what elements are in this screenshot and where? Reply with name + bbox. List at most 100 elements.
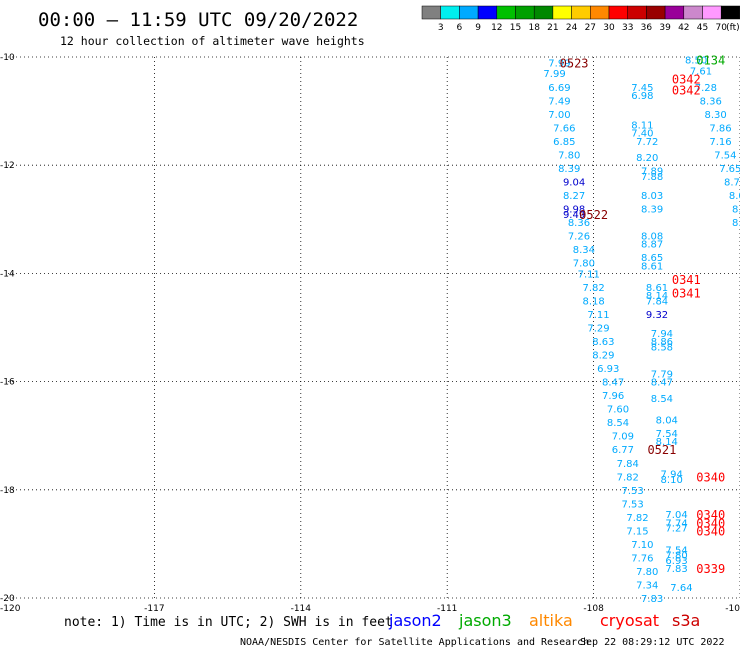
wave-height-value: 8.11 <box>631 121 653 132</box>
scale-swatch <box>608 5 628 20</box>
wave-height-value: 7.54 <box>665 545 687 556</box>
wave-height-value: 8.03 <box>641 191 663 202</box>
scale-swatch <box>496 5 516 20</box>
wave-height-value: 7.94 <box>651 329 673 340</box>
chart-subtitle: 12 hour collection of altimeter wave hei… <box>60 34 365 48</box>
wave-height-value: 8.14 <box>656 437 678 448</box>
wave-height-value: 7.86 <box>709 123 731 134</box>
scale-label: 36 <box>641 23 653 33</box>
wave-height-value: 8.39 <box>641 204 663 215</box>
wave-height-value: 7.60 <box>607 405 629 416</box>
scale-swatch <box>646 5 666 20</box>
wave-height-value: 7.54 <box>656 429 678 440</box>
scale-swatch <box>421 5 441 20</box>
pass-time-label: 0341 <box>672 273 701 287</box>
wave-height-value: 8.39 <box>558 164 580 175</box>
scale-label: 21 <box>547 23 558 33</box>
pass-time-label: 0340 <box>696 470 725 484</box>
pass-time-label: 0342 <box>672 83 701 97</box>
wave-height-value: 8.3 <box>732 204 740 215</box>
wave-height-value: 7.89 <box>641 167 663 178</box>
wave-height-value: 7.80 <box>573 259 595 270</box>
wave-height-value: 8.27 <box>563 191 585 202</box>
wave-height-value: 8.1 <box>732 218 740 229</box>
wave-height-value: 8.34 <box>573 245 595 256</box>
scale-swatch <box>664 5 685 20</box>
wave-height-value: 7.99 <box>548 58 570 69</box>
wave-height-value: 7.54 <box>714 150 736 161</box>
x-tick-label: -120 <box>0 604 21 614</box>
wave-height-value: 8.54 <box>651 394 673 405</box>
y-tick-label: -16 <box>0 378 15 388</box>
wave-height-value: 8.63 <box>592 337 614 348</box>
wave-height-value: 8.73 <box>724 177 740 188</box>
scale-label: 3 <box>438 23 444 33</box>
pass-time-label: 0521 <box>647 443 676 457</box>
scale-label: 70 <box>715 23 727 33</box>
scale-label: 39 <box>659 23 671 33</box>
scale-label: 42 <box>678 23 689 33</box>
wave-height-value: 8.61 <box>646 283 668 294</box>
wave-height-value: 7.28 <box>695 83 717 94</box>
scale-swatch <box>533 5 554 20</box>
wave-height-value: 7.10 <box>631 540 653 551</box>
wave-height-value: 7.82 <box>626 513 648 524</box>
wave-height-value: 8.50 <box>685 56 707 67</box>
y-tick-label: -12 <box>0 161 15 171</box>
wave-height-value: 7.74 <box>665 518 687 529</box>
footer-note: note: 1) Time is in UTC; 2) SWH is in fe… <box>64 615 393 630</box>
scale-label: 15 <box>510 23 521 33</box>
scale-swatch <box>552 5 572 20</box>
pass-time-label: 0339 <box>696 562 725 576</box>
wave-height-value: 6.77 <box>612 445 634 456</box>
scale-swatch <box>720 5 740 20</box>
scale-swatch <box>683 5 703 20</box>
wave-height-value: 7.15 <box>626 526 648 537</box>
wave-height-value: 7.82 <box>582 283 604 294</box>
data-points: 7.997.99 6.69 7.49 7.00 7.66 6.85 7.80 8.39 9.04… <box>543 54 740 605</box>
color-scale-legend: 3 6 9 12 15 18 21 24 27 30 33 36 39 42 45 70 (ft) <box>421 5 740 33</box>
pass-time-label: 0342 <box>672 73 701 87</box>
legend-s3a: s3a <box>672 611 700 630</box>
pass-time-label: 0523 <box>560 56 589 70</box>
wave-height-value: 7.61 <box>690 67 712 78</box>
pass-time-label: 0340 <box>696 508 725 522</box>
scale-swatch <box>627 5 647 20</box>
wave-height-value: 7.80 <box>558 150 580 161</box>
scale-swatch <box>571 5 591 20</box>
scale-unit: (ft) <box>726 23 740 33</box>
wave-height-value: 7.40 <box>631 129 653 140</box>
wave-height-value: 8.54 <box>607 418 629 429</box>
wave-height-value: 7.09 <box>612 432 634 443</box>
pass-time-label: 0340 <box>696 524 725 538</box>
scale-label: 24 <box>566 23 578 33</box>
wave-height-value: 8.36 <box>568 218 590 229</box>
wave-height-value: 7.80 <box>665 551 687 562</box>
wave-height-value: 7.84 <box>617 459 639 470</box>
wave-height-value: 8.30 <box>704 110 726 121</box>
wave-height-value: 8.65 <box>641 253 663 264</box>
wave-height-value: 8.36 <box>700 96 722 107</box>
wave-height-value: 7.34 <box>636 580 658 591</box>
wave-height-value: 7.04 <box>665 510 687 521</box>
wave-height-value: 8.00 <box>729 191 740 202</box>
scale-swatch <box>590 5 610 20</box>
scale-label: 6 <box>457 23 463 33</box>
wave-height-value: 7.72 <box>636 137 658 148</box>
wave-height-value: 7.53 <box>622 486 644 497</box>
wave-height-value: 7.76 <box>631 553 653 564</box>
wave-height-value: 7.45 <box>631 83 653 94</box>
wave-height-value: 8.20 <box>636 153 658 164</box>
wave-height-value: 8.10 <box>661 475 683 486</box>
y-tick-label: -14 <box>0 269 15 279</box>
wave-height-value: 7.49 <box>548 96 570 107</box>
wave-height-value: 7.99 <box>543 69 565 80</box>
wave-height-value: 7.83 <box>665 564 687 575</box>
wave-height-value: 9.49 <box>563 210 585 221</box>
wave-height-value: 9.04 <box>563 177 585 188</box>
wave-height-value: 8.29 <box>592 351 614 362</box>
scale-label: 9 <box>475 23 481 33</box>
wave-height-value: 7.11 <box>587 310 609 321</box>
scale-label: 12 <box>491 23 502 33</box>
pass-time-label: 0134 <box>696 54 725 68</box>
